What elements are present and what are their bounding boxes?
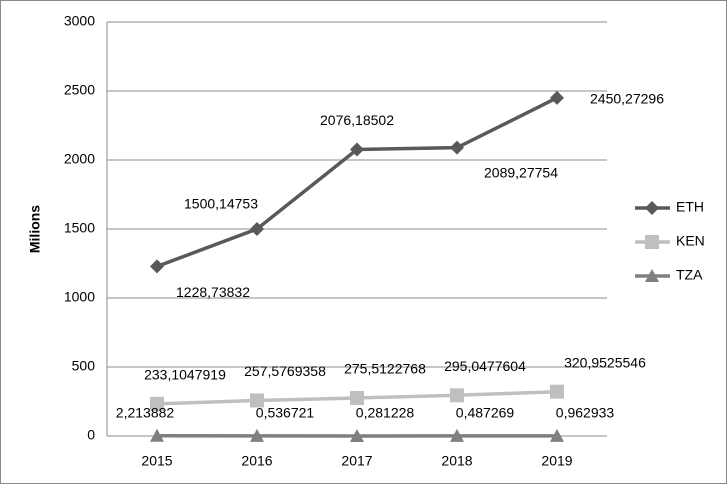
value-label: 320,9525546	[564, 354, 646, 370]
data-point	[150, 428, 164, 442]
y-axis-label: Milions	[27, 205, 43, 253]
value-label: 1228,73832	[176, 284, 250, 300]
x-tick-label: 2019	[541, 453, 572, 469]
data-point	[250, 393, 264, 408]
y-tick-label: 3000	[64, 13, 95, 29]
x-tick-label: 2018	[441, 453, 472, 469]
data-point	[450, 428, 464, 442]
data-point	[350, 428, 364, 442]
data-point	[550, 90, 564, 105]
data-point	[250, 428, 264, 442]
y-tick-label: 2500	[64, 82, 95, 98]
x-tick-label: 2016	[241, 453, 272, 469]
value-label: 233,1047919	[144, 367, 226, 383]
x-tick-label: 2017	[341, 453, 372, 469]
value-label: 257,5769358	[244, 363, 326, 379]
data-point	[150, 259, 164, 274]
data-point	[550, 428, 564, 442]
data-point	[450, 140, 464, 155]
data-point	[350, 142, 364, 157]
data-point	[550, 384, 564, 399]
value-label: 0,281228	[356, 405, 415, 421]
legend-label: TZA	[676, 267, 703, 283]
y-tick-label: 1500	[64, 220, 95, 236]
y-tick-label: 1000	[64, 289, 95, 305]
value-label: 1500,14753	[184, 196, 258, 212]
value-label: 0,536721	[256, 405, 315, 421]
legend-marker	[645, 201, 659, 215]
value-label: 295,0477604	[444, 358, 526, 374]
value-label: 2089,27754	[484, 164, 558, 180]
y-tick-label: 2000	[64, 151, 95, 167]
value-label: 2450,27296	[590, 91, 664, 107]
legend-label: ETH	[676, 199, 704, 215]
value-label: 0,487269	[456, 405, 515, 421]
data-point	[150, 396, 164, 411]
value-label: 0,962933	[556, 405, 615, 421]
data-point	[250, 221, 264, 236]
value-label: 2076,18502	[320, 112, 394, 128]
legend-marker	[645, 269, 659, 282]
y-tick-label: 0	[87, 427, 95, 443]
data-point	[350, 390, 364, 405]
data-point	[450, 388, 464, 403]
y-tick-label: 500	[72, 358, 96, 374]
legend-label: KEN	[676, 233, 705, 249]
value-label: 2,213882	[116, 404, 175, 420]
x-tick-label: 2015	[141, 453, 172, 469]
value-label: 275,5122768	[344, 361, 426, 377]
legend-marker	[645, 235, 659, 249]
